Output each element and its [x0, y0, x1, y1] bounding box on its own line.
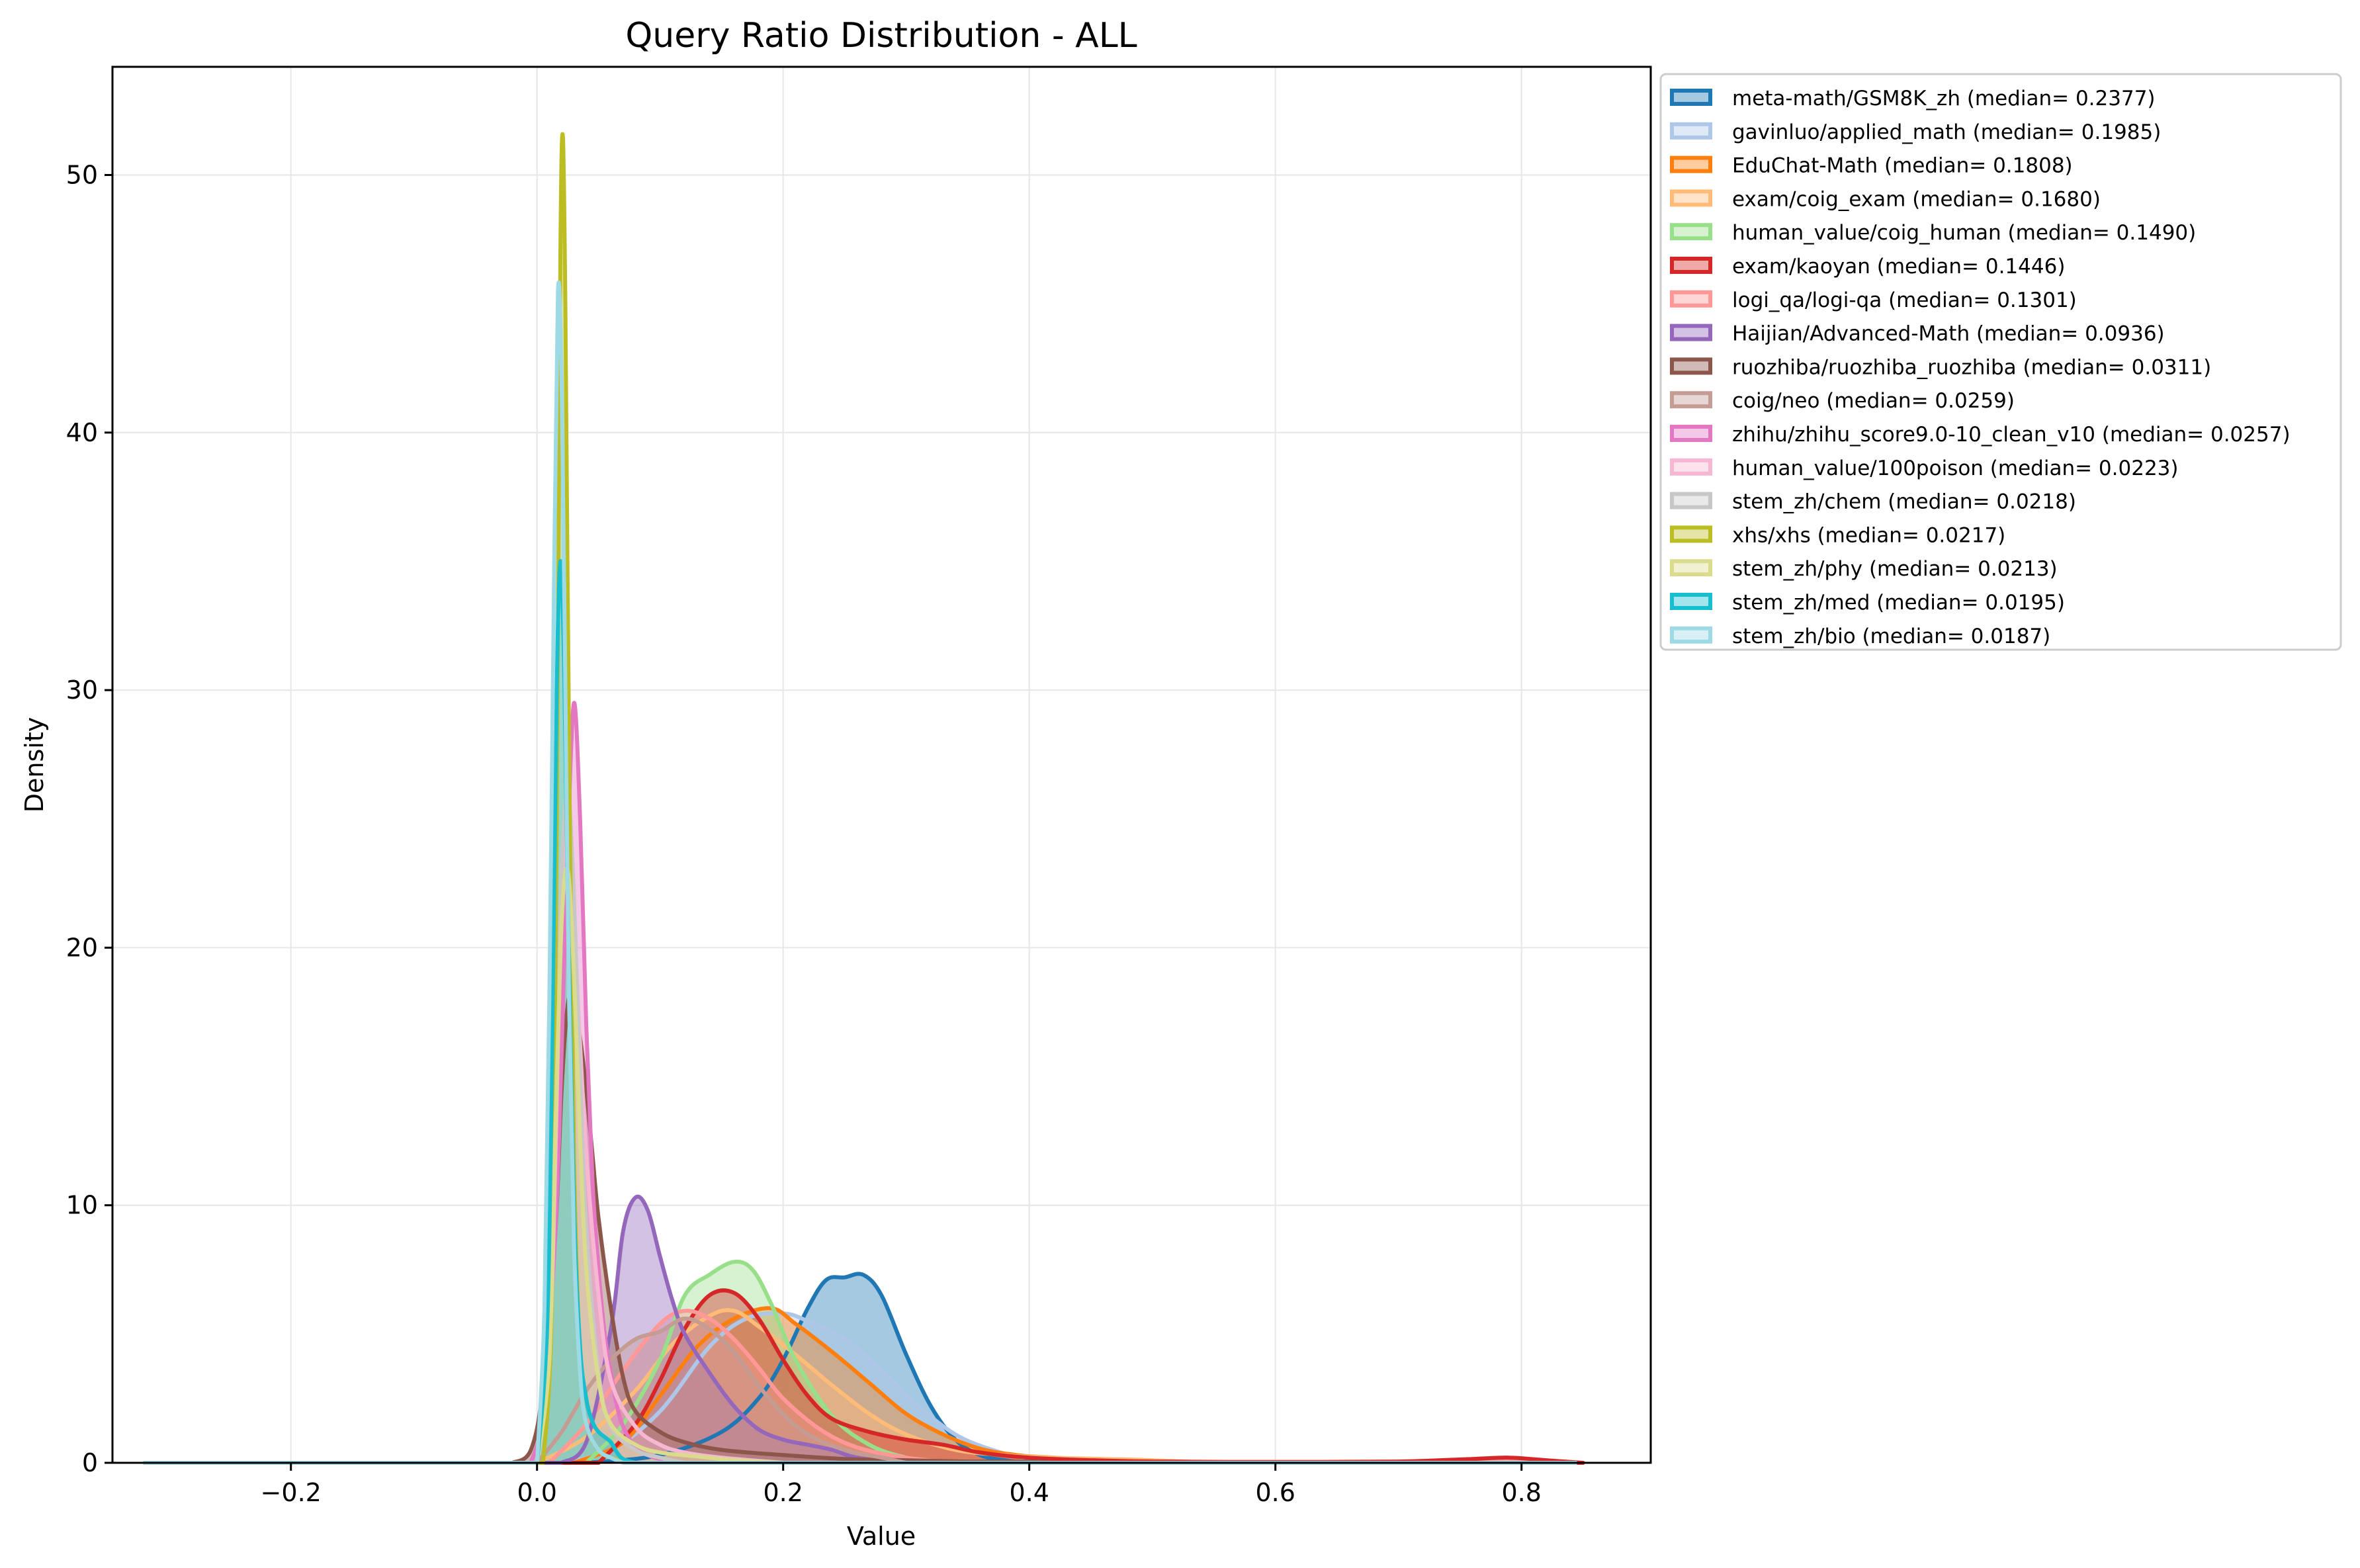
y-tick-label: 10 — [66, 1191, 98, 1220]
legend-label: gavinluo/applied_math (median= 0.1985) — [1732, 120, 2161, 144]
legend-swatch — [1670, 458, 1712, 476]
series-area — [586, 1261, 943, 1463]
x-tick-label: 0.6 — [1255, 1478, 1295, 1507]
grid-lines — [112, 67, 1651, 1463]
series-lines — [143, 132, 1585, 1465]
x-tick-label: 0.2 — [763, 1478, 803, 1507]
legend-label: stem_zh/phy (median= 0.0213) — [1732, 557, 2058, 581]
series-line — [143, 280, 1577, 1465]
legend-swatch — [1670, 155, 1712, 173]
legend-swatch — [1670, 593, 1712, 610]
legend-entry: stem_zh/chem (median= 0.0218) — [1670, 490, 2076, 514]
legend-label: ruozhiba/ruozhiba_ruozhiba (median= 0.03… — [1732, 355, 2211, 379]
series-line — [143, 866, 1577, 1465]
legend-swatch — [1670, 290, 1712, 308]
series-area — [512, 994, 1054, 1463]
legend-swatch — [1670, 89, 1712, 106]
legend-swatch — [1670, 324, 1712, 341]
legend-swatch — [1670, 122, 1712, 140]
legend-swatch — [1670, 357, 1712, 375]
x-axis-label: Value — [847, 1522, 916, 1551]
series-area — [574, 1308, 1153, 1463]
series-area — [586, 1274, 1029, 1463]
y-axis-label: Density — [20, 717, 49, 812]
series-line — [143, 1309, 1577, 1465]
legend-entry: human_value/coig_human (median= 0.1490) — [1670, 221, 2196, 245]
y-tick-label: 0 — [82, 1448, 98, 1477]
legend-label: exam/coig_exam (median= 0.1680) — [1732, 187, 2101, 211]
legend-entry: stem_zh/med (median= 0.0195) — [1670, 591, 2065, 615]
legend-swatch — [1670, 223, 1712, 241]
legend-entry: xhs/xhs (median= 0.0217) — [1670, 523, 2005, 547]
x-tick-label: −0.2 — [261, 1478, 322, 1507]
x-tick-label: 0.0 — [517, 1478, 556, 1507]
series-line — [143, 1260, 1577, 1465]
legend-label: EduChat-Math (median= 0.1808) — [1732, 154, 2073, 178]
y-tick-label: 40 — [66, 418, 98, 447]
legend-entry: exam/coig_exam (median= 0.1680) — [1670, 187, 2101, 211]
plot-frame — [111, 65, 1652, 1464]
legend-label: human_value/coig_human (median= 0.1490) — [1732, 221, 2196, 245]
legend-swatch — [1670, 257, 1712, 274]
legend-swatch — [1670, 626, 1712, 644]
series-area — [561, 1196, 906, 1463]
series-area — [537, 561, 636, 1463]
legend-entry: ruozhiba/ruozhiba_ruozhiba (median= 0.03… — [1670, 355, 2211, 379]
legend-box — [1659, 73, 2342, 651]
series-line — [143, 701, 1577, 1465]
legend-label: xhs/xhs (median= 0.0217) — [1732, 523, 2005, 547]
x-tick-label: 0.8 — [1501, 1478, 1541, 1507]
legend-label: logi_qa/logi-qa (median= 0.1301) — [1732, 288, 2077, 312]
legend-swatch — [1670, 559, 1712, 577]
legend-entry: coig/neo (median= 0.0259) — [1670, 389, 2015, 413]
legend-entry: zhihu/zhihu_score9.0-10_clean_v10 (media… — [1670, 423, 2291, 447]
legend-label: zhihu/zhihu_score9.0-10_clean_v10 (media… — [1732, 423, 2291, 447]
legend-entry: logi_qa/logi-qa (median= 0.1301) — [1670, 288, 2077, 312]
x-axis-ticks: −0.2 0.0 0.2 0.4 0.6 0.8 — [261, 1463, 1542, 1507]
y-tick-label: 30 — [66, 675, 98, 705]
series-area — [537, 793, 783, 1463]
legend-entry: EduChat-Math (median= 0.1808) — [1670, 154, 2073, 178]
legend-swatch — [1670, 525, 1712, 543]
legend-entry: gavinluo/applied_math (median= 0.1985) — [1670, 120, 2161, 144]
legend-label: stem_zh/med (median= 0.0195) — [1732, 591, 2065, 615]
legend-entry: stem_zh/bio (median= 0.0187) — [1670, 625, 2050, 648]
x-tick-label: 0.4 — [1009, 1478, 1049, 1507]
y-tick-label: 20 — [66, 933, 98, 962]
chart-title: Query Ratio Distribution - ALL — [625, 16, 1137, 56]
legend-label: human_value/100poison (median= 0.0223) — [1732, 457, 2179, 480]
legend-entry: exam/kaoyan (median= 0.1446) — [1670, 255, 2065, 279]
legend-label: meta-math/GSM8K_zh (median= 0.2377) — [1732, 87, 2156, 110]
legend-swatch — [1670, 492, 1712, 509]
legend-entry: Haijian/Advanced-Math (median= 0.0936) — [1670, 322, 2165, 346]
series-line — [143, 1311, 1577, 1465]
series-line — [143, 1316, 1577, 1465]
y-tick-label: 50 — [66, 161, 98, 190]
legend-label: Haijian/Advanced-Math (median= 0.0936) — [1732, 322, 2165, 346]
legend-label: exam/kaoyan (median= 0.1446) — [1732, 255, 2065, 279]
legend: meta-math/GSM8K_zh (median= 0.2377) gavin… — [1659, 73, 2342, 651]
legend-label: stem_zh/bio (median= 0.0187) — [1732, 625, 2050, 648]
legend-swatch — [1670, 189, 1712, 207]
legend-entry: meta-math/GSM8K_zh (median= 0.2377) — [1670, 87, 2156, 110]
legend-label: stem_zh/chem (median= 0.0218) — [1732, 490, 2076, 514]
legend-label: coig/neo (median= 0.0259) — [1732, 389, 2015, 413]
legend-swatch — [1670, 391, 1712, 409]
y-axis-ticks: 0 10 20 30 40 50 — [66, 161, 112, 1477]
legend-swatch — [1670, 425, 1712, 442]
legend-entry: stem_zh/phy (median= 0.0213) — [1670, 557, 2058, 581]
series-line — [143, 1272, 1577, 1465]
legend-entry: human_value/100poison (median= 0.0223) — [1670, 457, 2179, 480]
